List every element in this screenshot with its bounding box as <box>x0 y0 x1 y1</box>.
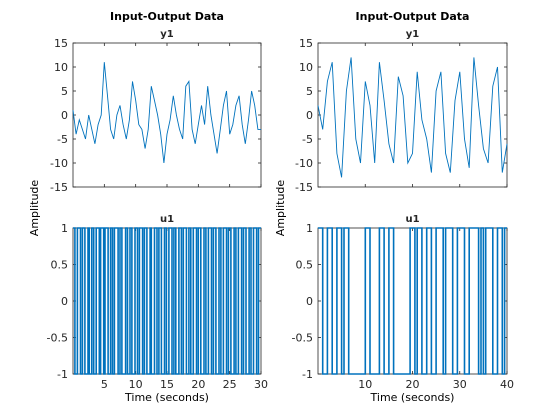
output-axes: y1 -15 -10 -5 0 5 10 15 <box>295 29 508 194</box>
y-tick-label: 0.5 <box>51 259 69 272</box>
x-tick-label: 30 <box>254 378 268 391</box>
y-tick-label: 5 <box>61 85 68 98</box>
output-axes: y1 -15 -10 -5 0 5 10 15 <box>50 29 262 194</box>
output-plot-area <box>317 42 508 188</box>
y-tick-label: -1 <box>302 368 313 381</box>
y-tick-label: 5 <box>306 85 313 98</box>
y-tick-label: -15 <box>295 181 313 194</box>
input-axes: u1 -1 -0.5 0 0.5 1 <box>47 214 262 381</box>
x-tick-label: 15 <box>160 378 174 391</box>
figure-title: Input-Output Data <box>110 10 224 23</box>
y-tick-label: -5 <box>57 133 68 146</box>
y-tick-label: 10 <box>54 61 68 74</box>
y-tick-label: -0.5 <box>47 332 68 345</box>
y-axis-label: Amplitude <box>274 180 287 237</box>
x-axis-label: Time (seconds) <box>370 391 455 404</box>
y-tick-label: 15 <box>299 37 313 50</box>
input-channel-title: u1 <box>160 214 174 225</box>
x-tick-label: 20 <box>191 378 205 391</box>
x-tick-label: 20 <box>406 378 420 391</box>
y-tick-label: -5 <box>302 133 313 146</box>
y-tick-label: -10 <box>295 157 313 170</box>
y-axis-label: Amplitude <box>28 180 41 237</box>
y-tick-label: 1 <box>61 222 68 235</box>
y-tick-label: -10 <box>50 157 68 170</box>
x-tick-label: 10 <box>358 378 372 391</box>
x-tick-label: 5 <box>101 378 108 391</box>
output-series-line <box>317 57 508 178</box>
y-tick-label: 15 <box>54 37 68 50</box>
y-tick-label: -15 <box>50 181 68 194</box>
input-series-line <box>73 227 261 375</box>
y-tick-label: 1 <box>306 222 313 235</box>
x-tick-label: 25 <box>223 378 237 391</box>
figure-title: Input-Output Data <box>356 10 470 23</box>
x-tick-label: 30 <box>453 378 467 391</box>
x-tick-label: 40 <box>500 378 514 391</box>
x-axis-label: Time (seconds) <box>124 391 209 404</box>
panel-2: Input-Output Datay1-15-10-5051015u1-1-0.… <box>274 10 514 404</box>
output-series-line <box>72 62 261 164</box>
y-tick-label: -1 <box>57 368 68 381</box>
input-channel-title: u1 <box>405 214 419 225</box>
y-tick-label: 0 <box>306 109 313 122</box>
input-axes: u1 -1 -0.5 0 0.5 1 <box>292 214 508 381</box>
output-channel-title: y1 <box>160 29 174 40</box>
output-channel-title: y1 <box>406 29 420 40</box>
y-tick-label: 0.5 <box>296 259 314 272</box>
y-tick-label: 0 <box>306 295 313 308</box>
panel-1: Input-Output Datay1-15-10-5051015u1-1-0.… <box>28 10 268 404</box>
input-series-line <box>318 227 507 375</box>
y-tick-label: -0.5 <box>292 332 313 345</box>
y-tick-label: 10 <box>299 61 313 74</box>
y-tick-label: 0 <box>61 295 68 308</box>
y-tick-label: 0 <box>61 109 68 122</box>
x-tick-label: 10 <box>129 378 143 391</box>
